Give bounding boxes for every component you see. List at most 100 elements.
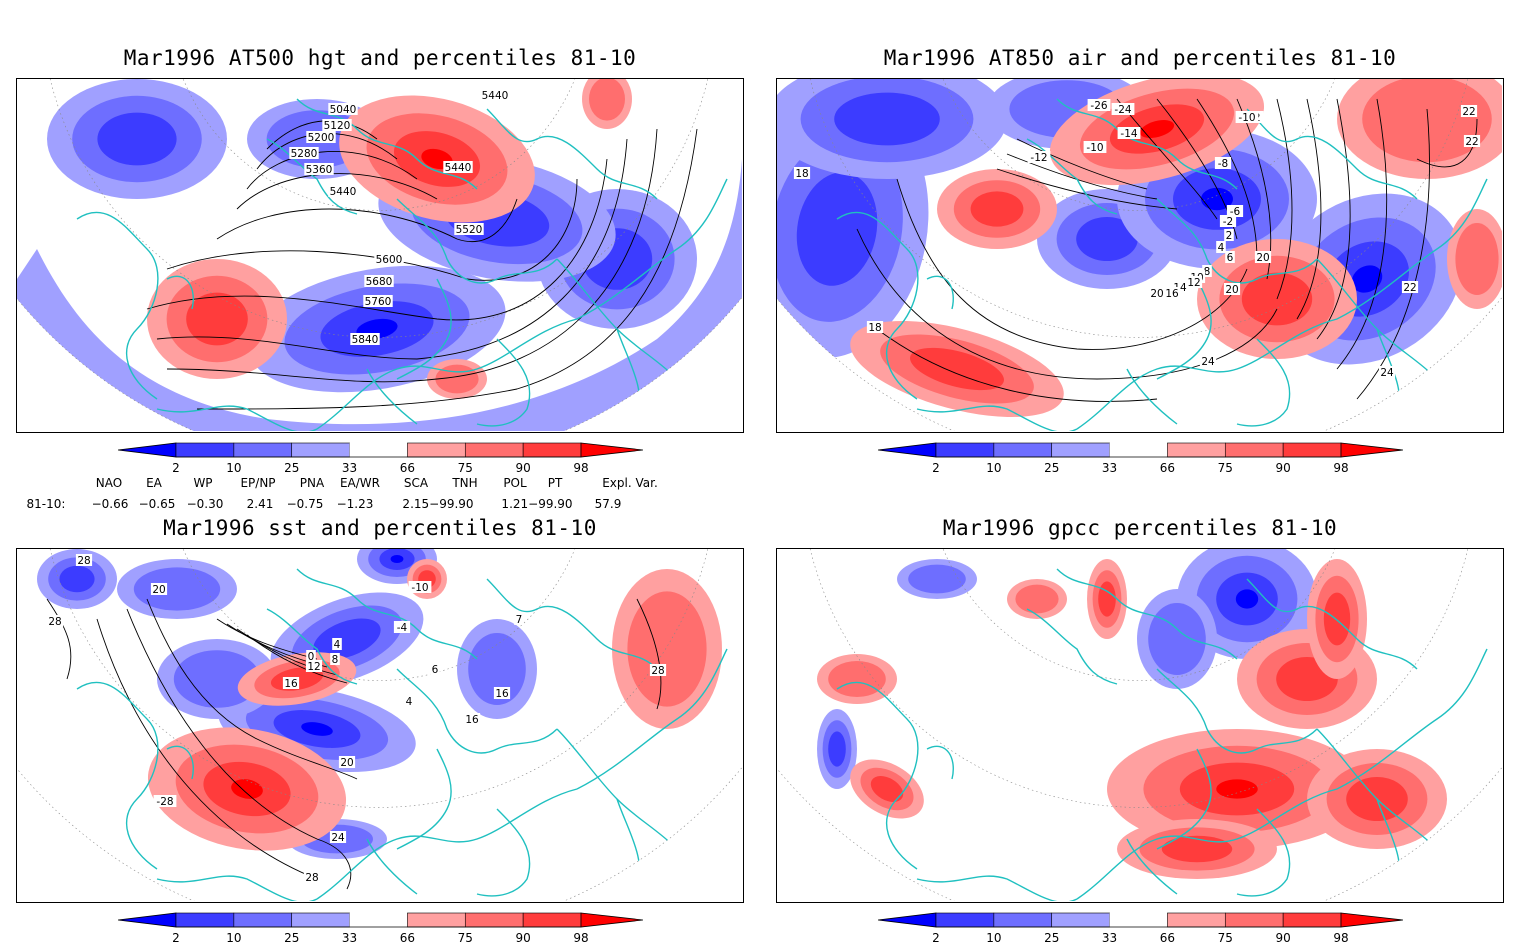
contour-label-bg <box>289 147 319 159</box>
contour-line <box>196 128 698 410</box>
colorbar-tick-label: 90 <box>1276 461 1291 475</box>
panel-title-air850: Mar1996 AT850 air and percentiles 81-10 <box>883 46 1397 70</box>
graticule <box>17 549 742 901</box>
colorbar-swatch <box>1340 912 1404 928</box>
map-panel-gpcc <box>776 548 1504 903</box>
contour-line <box>96 618 318 880</box>
contour-label-bg <box>1224 229 1234 241</box>
colorbar-tick-label: 10 <box>226 461 241 475</box>
colorbar-swatch <box>522 912 582 928</box>
contour-line <box>1276 98 1293 300</box>
coastline-path <box>1316 728 1438 850</box>
coastline-path <box>316 318 578 430</box>
map-air850: -26-24-14-12-10-12-10-8-6-22468101214161… <box>777 79 1502 431</box>
colorbar-swatch <box>464 912 524 928</box>
contour-line <box>216 198 518 243</box>
index-value: 1.21−99.90 <box>501 497 573 511</box>
index-value: 2.41 <box>246 497 274 511</box>
contour-label: -10 <box>1086 142 1103 154</box>
colorbar-gpcc: 2 10 25 33 66 75 90 98 <box>877 910 1404 945</box>
colorbar-swatch <box>1109 913 1168 927</box>
index-row-label: 81-10: <box>26 497 66 511</box>
anomaly-shading <box>37 549 722 859</box>
contour-lines <box>146 120 698 410</box>
contour-label-bg <box>150 583 168 595</box>
contour-label-bg <box>1087 99 1111 111</box>
contour-label-bg <box>1223 283 1241 295</box>
contour-label: 8 <box>332 654 339 666</box>
coastline-path <box>1026 138 1118 215</box>
contour-label: 16 <box>465 714 479 726</box>
colorbar-swatch <box>1340 442 1404 458</box>
contour-label: 5680 <box>366 276 393 288</box>
anomaly-region-blue <box>59 565 95 593</box>
anomaly-shading <box>817 549 1447 879</box>
contour-label: 28 <box>305 872 318 884</box>
colorbar-tick-label: 10 <box>986 931 1001 945</box>
contour-label-bg <box>1378 366 1396 378</box>
colorbar-swatch <box>1282 442 1342 458</box>
colorbar-sst: 2 10 25 33 66 75 90 98 <box>117 910 644 945</box>
contour-label-bg <box>330 653 340 665</box>
contour-label-bg <box>329 831 347 843</box>
coastlines <box>836 98 1488 431</box>
coastline-path <box>266 608 358 685</box>
contour-label: 16 <box>284 678 298 690</box>
index-header: TNH <box>452 476 478 490</box>
coastline-path <box>1336 648 1488 790</box>
contour-label-bg <box>404 695 414 707</box>
index-value: 2.15−99.90 <box>402 497 474 511</box>
map-panel-hgt500: 5040 5120 5200 5280 5360 5440 5440 5440 5520 5600… <box>16 78 744 433</box>
anomaly-region-red <box>1216 779 1258 799</box>
colorbar-tick-label: 25 <box>1044 461 1059 475</box>
contour-lines <box>46 598 662 890</box>
anomaly-region-red <box>970 191 1024 227</box>
colorbar-tick-label: 98 <box>573 931 588 945</box>
contour-line <box>146 158 608 321</box>
colorbar-tick-label: 75 <box>1218 931 1233 945</box>
coastline-path <box>166 745 194 780</box>
anomaly-region-blue <box>1235 589 1259 609</box>
contour-label-bg <box>408 581 432 593</box>
contour-line <box>636 598 662 710</box>
colorbar-tick-label: 66 <box>1160 461 1175 475</box>
contour-label: 28 <box>48 616 61 628</box>
colorbar-swatch <box>1224 912 1284 928</box>
coastline-path <box>836 681 919 870</box>
contour-label-bg <box>1226 205 1244 217</box>
coastline-path <box>296 568 478 660</box>
anomaly-region-blue <box>828 731 846 767</box>
contour-line <box>146 598 358 780</box>
contour-line <box>126 608 352 890</box>
contour-line <box>856 228 1278 380</box>
colorbar-tick-label: 10 <box>226 931 241 945</box>
contour-label-bg <box>1219 215 1237 227</box>
colorbar-tick-label: 75 <box>458 931 473 945</box>
contour-label: 5280 <box>291 148 318 160</box>
contour-line <box>216 618 318 660</box>
contour-label-bg <box>374 253 404 265</box>
colorbar-swatch <box>233 912 293 928</box>
contour-line <box>156 138 628 360</box>
contour-label-bg <box>430 663 440 675</box>
index-header: EA/WR <box>339 476 381 490</box>
coastline-path <box>1246 578 1418 670</box>
index-value: −0.75 <box>286 497 324 511</box>
contour-label: 5360 <box>306 164 333 176</box>
contour-label-bg <box>1463 135 1481 147</box>
anomaly-region-blue <box>390 555 404 563</box>
coastlines <box>76 98 728 431</box>
index-value: −0.65 <box>138 497 176 511</box>
colorbar-tick-label: 90 <box>516 931 531 945</box>
index-header: POL <box>503 476 527 490</box>
contour-line <box>166 128 658 383</box>
contour-label-bg <box>1254 251 1272 263</box>
anomaly-region-red <box>627 591 707 707</box>
contour-label: 24 <box>331 832 345 844</box>
colorbar-hgt500: 2 10 25 33 66 75 90 98 <box>117 440 644 476</box>
coastline-path <box>486 108 658 200</box>
coastline-path <box>1056 568 1238 660</box>
anomaly-region-blue <box>834 92 940 146</box>
colorbar-tick-label: 98 <box>573 461 588 475</box>
